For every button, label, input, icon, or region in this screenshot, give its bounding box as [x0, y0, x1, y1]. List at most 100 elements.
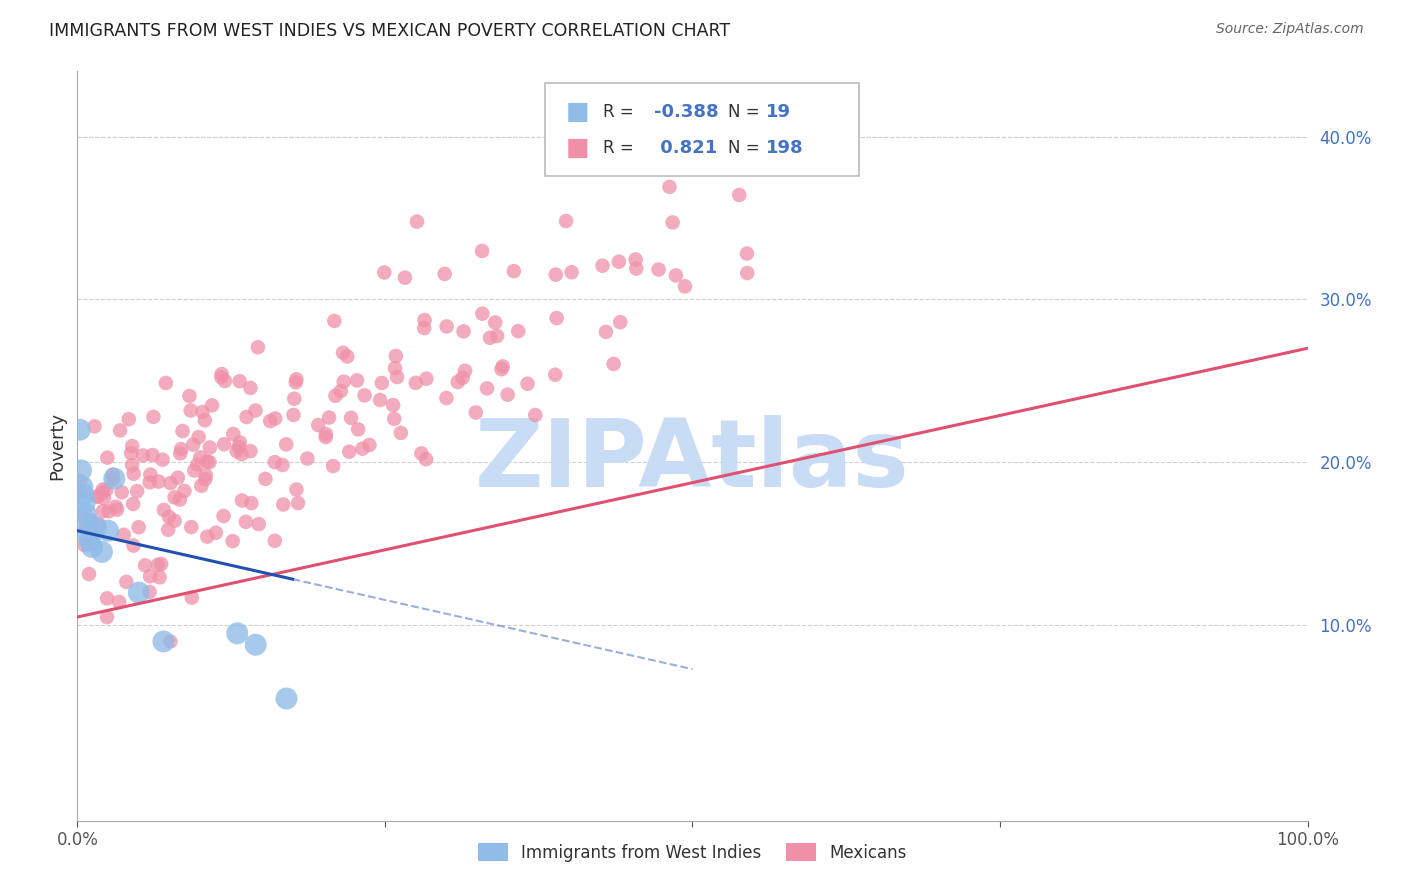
Point — [97, 504, 120, 518]
Text: N =: N = — [728, 103, 759, 121]
Point — [122, 467, 145, 481]
Point — [352, 442, 374, 456]
Point — [169, 492, 191, 507]
Point — [122, 497, 145, 511]
Point — [121, 458, 143, 472]
Text: N =: N = — [728, 139, 759, 157]
Point — [837, 113, 859, 128]
Point — [73, 538, 96, 552]
Point — [157, 509, 180, 524]
Point — [146, 558, 169, 572]
Point — [406, 214, 429, 228]
Point — [194, 468, 217, 483]
Point — [382, 412, 405, 426]
Point — [169, 446, 191, 460]
Point — [283, 408, 305, 422]
Point — [336, 350, 359, 364]
Point — [172, 424, 194, 438]
Point — [735, 246, 758, 260]
Point — [264, 411, 287, 425]
Point — [359, 438, 381, 452]
Point — [163, 491, 186, 505]
Point — [101, 472, 124, 486]
Point — [179, 389, 201, 403]
Point — [70, 480, 93, 494]
Point — [198, 455, 221, 469]
Point — [454, 364, 477, 378]
Text: IMMIGRANTS FROM WEST INDIES VS MEXICAN POVERTY CORRELATION CHART: IMMIGRANTS FROM WEST INDIES VS MEXICAN P… — [49, 22, 730, 40]
Point — [96, 591, 118, 606]
Point — [333, 375, 356, 389]
Point — [72, 488, 94, 502]
Point — [247, 517, 270, 532]
Text: R =: R = — [603, 139, 633, 157]
Point — [155, 376, 177, 390]
Point — [609, 315, 631, 329]
Text: -0.388: -0.388 — [654, 103, 718, 121]
Point — [384, 361, 406, 376]
Point — [90, 545, 114, 559]
Point — [285, 483, 308, 497]
Point — [77, 528, 100, 542]
Point — [415, 452, 437, 467]
Point — [325, 389, 347, 403]
Point — [287, 496, 309, 510]
Point — [150, 557, 173, 571]
Point — [194, 413, 217, 427]
Point — [181, 438, 204, 452]
Text: ■: ■ — [565, 136, 589, 161]
Point — [97, 524, 120, 538]
Point — [624, 252, 647, 267]
Point — [91, 483, 114, 497]
Point — [152, 634, 174, 648]
Point — [413, 313, 436, 327]
Point — [479, 331, 502, 345]
Point — [173, 483, 195, 498]
Point — [735, 266, 758, 280]
Point — [105, 502, 128, 516]
Point — [115, 574, 138, 589]
Point — [228, 374, 250, 388]
Point — [607, 254, 630, 268]
Point — [239, 444, 262, 458]
Point — [595, 325, 617, 339]
Point — [353, 388, 375, 402]
Point — [394, 270, 416, 285]
Point — [246, 340, 269, 354]
Point — [544, 268, 567, 282]
Point — [673, 279, 696, 293]
Point — [263, 533, 285, 548]
Point — [183, 463, 205, 477]
Text: ZIPAtlas: ZIPAtlas — [475, 415, 910, 507]
Point — [496, 387, 519, 401]
Text: Source: ZipAtlas.com: Source: ZipAtlas.com — [1216, 22, 1364, 37]
Point — [153, 503, 176, 517]
Point — [205, 525, 228, 540]
Point — [70, 463, 93, 477]
Legend: Immigrants from West Indies, Mexicans: Immigrants from West Indies, Mexicans — [471, 837, 914, 869]
Point — [96, 483, 118, 497]
Point — [122, 539, 145, 553]
Point — [405, 376, 427, 390]
Point — [658, 179, 681, 194]
Point — [112, 528, 135, 542]
Point — [83, 419, 105, 434]
Point — [661, 215, 683, 229]
Point — [307, 418, 329, 433]
Point — [195, 454, 218, 468]
Point — [159, 634, 181, 648]
Point — [665, 268, 688, 283]
Point — [75, 508, 97, 522]
Point — [212, 508, 235, 523]
Point — [194, 472, 217, 486]
Point — [486, 329, 509, 343]
Point — [235, 515, 257, 529]
Point — [132, 449, 155, 463]
Point — [73, 496, 96, 510]
Point — [592, 259, 614, 273]
Point — [389, 425, 412, 440]
Point — [411, 446, 433, 460]
Point — [297, 451, 319, 466]
Point — [198, 441, 221, 455]
Point — [96, 450, 118, 465]
